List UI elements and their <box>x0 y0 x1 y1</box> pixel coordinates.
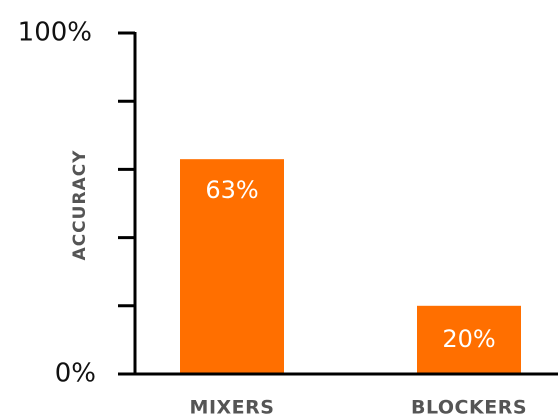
x-category-label: MIXERS <box>190 397 275 416</box>
y-axis-label: ACCURACY <box>70 150 90 261</box>
bar-mixers <box>180 159 284 373</box>
y-tick-label-max: 100% <box>18 18 92 48</box>
y-ticks <box>118 31 135 376</box>
bars: 63% MIXERS 20% BLOCKERS <box>180 159 527 416</box>
y-tick-label-min: 0% <box>55 359 96 389</box>
bar-value-label: 63% <box>205 176 258 204</box>
x-category-label: BLOCKERS <box>411 397 527 416</box>
bar-value-label: 20% <box>442 325 495 353</box>
bar-blockers <box>417 305 521 373</box>
